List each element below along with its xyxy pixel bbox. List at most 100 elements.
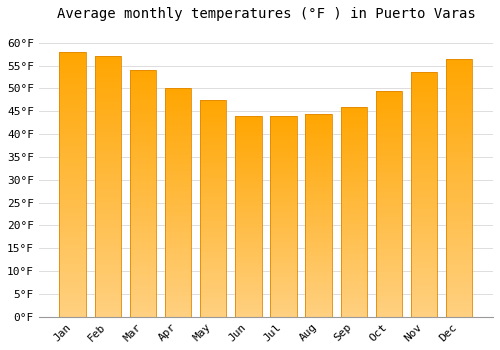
- Bar: [270, 172, 296, 174]
- Bar: [130, 159, 156, 161]
- Bar: [306, 148, 332, 150]
- Bar: [446, 164, 472, 167]
- Bar: [200, 278, 226, 280]
- Bar: [200, 126, 226, 128]
- Bar: [340, 195, 367, 197]
- Bar: [446, 66, 472, 69]
- Bar: [200, 245, 226, 247]
- Bar: [270, 275, 296, 276]
- Bar: [376, 181, 402, 183]
- Bar: [411, 104, 438, 107]
- Bar: [235, 136, 262, 138]
- Bar: [200, 315, 226, 317]
- Bar: [376, 170, 402, 172]
- Bar: [235, 224, 262, 226]
- Bar: [130, 262, 156, 265]
- Bar: [94, 197, 121, 199]
- Bar: [200, 284, 226, 286]
- Bar: [130, 248, 156, 250]
- Bar: [306, 195, 332, 197]
- Bar: [411, 175, 438, 177]
- Bar: [130, 223, 156, 225]
- Bar: [165, 134, 191, 136]
- Bar: [165, 312, 191, 315]
- Bar: [200, 224, 226, 226]
- Bar: [270, 259, 296, 260]
- Bar: [340, 214, 367, 216]
- Bar: [306, 286, 332, 288]
- Bar: [340, 298, 367, 300]
- Bar: [235, 299, 262, 301]
- Bar: [446, 239, 472, 242]
- Bar: [235, 150, 262, 152]
- Bar: [200, 172, 226, 174]
- Bar: [411, 226, 438, 229]
- Bar: [165, 296, 191, 299]
- Bar: [446, 229, 472, 232]
- Bar: [200, 113, 226, 115]
- Bar: [340, 243, 367, 245]
- Bar: [411, 126, 438, 129]
- Bar: [235, 116, 262, 118]
- Bar: [270, 216, 296, 218]
- Bar: [94, 239, 121, 241]
- Bar: [94, 202, 121, 205]
- Bar: [411, 124, 438, 126]
- Bar: [94, 140, 121, 142]
- Bar: [200, 178, 226, 180]
- Bar: [340, 252, 367, 254]
- Bar: [235, 295, 262, 297]
- Bar: [235, 309, 262, 311]
- Bar: [411, 229, 438, 231]
- Bar: [235, 214, 262, 216]
- Bar: [130, 154, 156, 156]
- Bar: [235, 152, 262, 154]
- Bar: [130, 196, 156, 198]
- Bar: [270, 265, 296, 267]
- Bar: [446, 201, 472, 203]
- Bar: [306, 126, 332, 128]
- Bar: [340, 304, 367, 306]
- Bar: [60, 171, 86, 174]
- Bar: [130, 127, 156, 130]
- Bar: [376, 301, 402, 303]
- Bar: [94, 213, 121, 215]
- Bar: [235, 246, 262, 248]
- Bar: [411, 312, 438, 314]
- Bar: [200, 265, 226, 267]
- Bar: [306, 185, 332, 187]
- Bar: [340, 273, 367, 275]
- Bar: [94, 145, 121, 148]
- Bar: [200, 132, 226, 134]
- Bar: [165, 282, 191, 285]
- Bar: [306, 241, 332, 244]
- Bar: [130, 285, 156, 287]
- Bar: [60, 200, 86, 203]
- Bar: [306, 248, 332, 250]
- Bar: [306, 292, 332, 294]
- Bar: [270, 196, 296, 198]
- Bar: [340, 107, 367, 317]
- Bar: [60, 251, 86, 253]
- Bar: [60, 293, 86, 296]
- Bar: [306, 260, 332, 262]
- Bar: [340, 163, 367, 166]
- Bar: [376, 290, 402, 292]
- Bar: [446, 299, 472, 301]
- Bar: [60, 264, 86, 266]
- Bar: [340, 208, 367, 210]
- Bar: [200, 121, 226, 124]
- Bar: [411, 244, 438, 246]
- Bar: [411, 207, 438, 209]
- Bar: [130, 102, 156, 105]
- Bar: [165, 175, 191, 177]
- Bar: [411, 131, 438, 134]
- Bar: [306, 284, 332, 286]
- Bar: [270, 222, 296, 224]
- Bar: [60, 97, 86, 100]
- Bar: [306, 231, 332, 233]
- Bar: [446, 61, 472, 64]
- Bar: [165, 207, 191, 209]
- Bar: [130, 302, 156, 304]
- Bar: [235, 124, 262, 126]
